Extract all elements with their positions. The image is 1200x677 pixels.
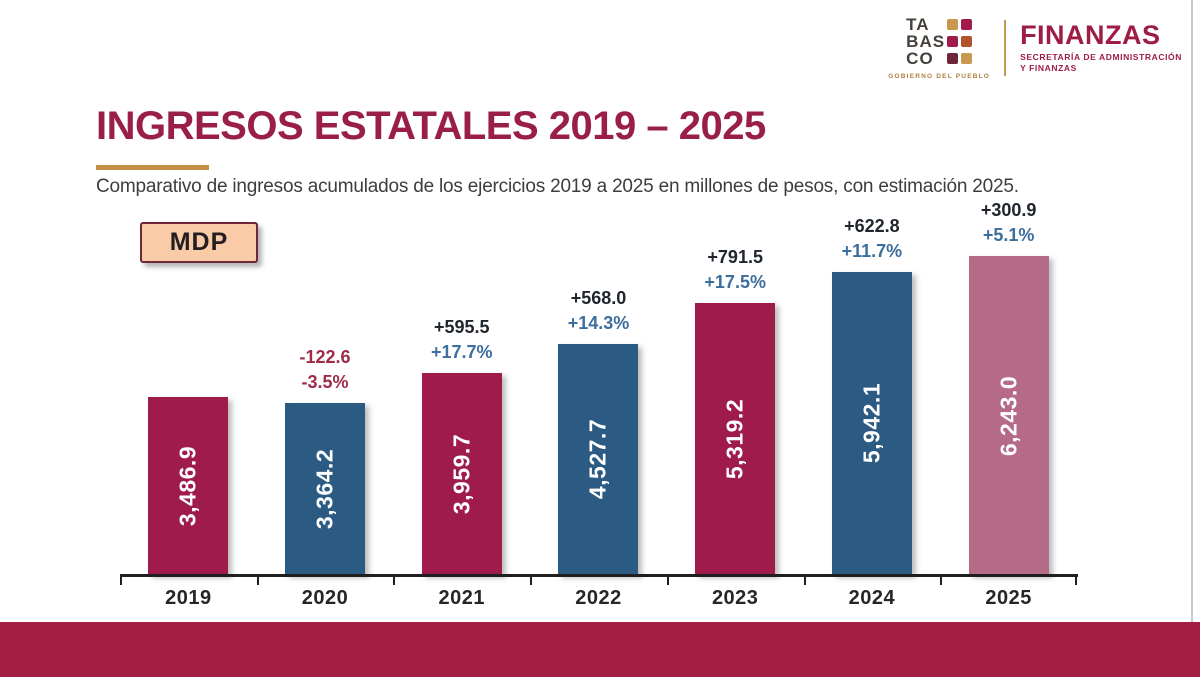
header-brand: TA BAS CO GOBIERNO DEL PUEBLO FIN: [888, 16, 1182, 80]
bar-group-2024: 5,942.1 +622.8 +11.7%: [804, 210, 941, 575]
x-axis-tick: [393, 574, 396, 585]
bar-2021: 3,959.7: [421, 372, 502, 575]
bar-group-2023: 5,319.2 +791.5 +17.5%: [667, 210, 804, 575]
brand-divider: [1004, 20, 1007, 76]
bar-value-label-2019: 3,486.9: [174, 445, 201, 527]
finanzas-wordmark: FINANZAS: [1020, 20, 1161, 50]
x-axis-label-2024: 2024: [848, 587, 896, 609]
x-axis-tick: [666, 574, 669, 585]
x-axis-line: [120, 574, 1078, 577]
page-subtitle: Comparativo de ingresos acumulados de lo…: [96, 176, 1019, 197]
finanzas-brand: FINANZAS SECRETARÍA DE ADMINISTRACIÓN Y …: [1020, 22, 1182, 74]
bar-callout-2025: +300.9 +5.1%: [940, 198, 1077, 248]
pct-label-2021: +17.7%: [430, 341, 493, 362]
bar-group-2019: 3,486.9: [120, 210, 257, 575]
tabasco-mosaic-icon: [961, 53, 973, 64]
pct-label-2024: +11.7%: [841, 240, 903, 261]
tabasco-logo: TA BAS CO GOBIERNO DEL PUEBLO: [888, 16, 990, 80]
pct-label-2023: +17.5%: [704, 272, 766, 293]
tabasco-mosaic-icon: [947, 19, 959, 30]
bar-group-2020: 3,364.2 -122.6 -3.5%: [257, 210, 394, 575]
x-axis-label-2025: 2025: [985, 587, 1032, 609]
tabasco-logo-text-line3: CO: [906, 49, 934, 68]
x-axis-tick: [940, 574, 943, 585]
pct-label-2025: +5.1%: [982, 225, 1035, 246]
bar-2020: 3,364.2: [285, 403, 366, 575]
finanzas-subtitle: SECRETARÍA DE ADMINISTRACIÓN Y FINANZAS: [1020, 52, 1182, 74]
tabasco-mosaic-icon: [961, 36, 973, 47]
x-axis-label-2020: 2020: [301, 587, 349, 609]
delta-label-2020: -122.6: [299, 347, 351, 368]
bar-callout-2022: +568.0 +14.3%: [530, 286, 667, 336]
bar-callout-2024: +622.8 +11.7%: [804, 214, 941, 264]
bar-value-label-2025: 6,243.0: [995, 375, 1022, 456]
bar-value-label-2021: 3,959.7: [448, 433, 475, 515]
x-axis-tick: [1075, 574, 1077, 585]
footer-band: [0, 622, 1200, 677]
x-axis-tick: [530, 574, 533, 585]
bar-2023: 5,319.2: [695, 303, 776, 575]
bar-2025: 6,243.0: [968, 256, 1049, 575]
bar-group-2025: 6,243.0 +300.9 +5.1%: [940, 200, 1077, 575]
right-edge-divider: [1191, 0, 1193, 622]
bar-group-2021: 3,959.7 +595.5 +17.7%: [393, 210, 530, 575]
tabasco-logo-text-line1: TA: [906, 15, 930, 34]
x-axis-label-2023: 2023: [711, 587, 759, 609]
units-badge: MDP: [140, 222, 258, 263]
x-axis-label-2021: 2021: [438, 587, 486, 609]
title-underline: [96, 165, 209, 170]
x-axis-label-2019: 2019: [165, 587, 212, 609]
x-axis-tick: [256, 574, 259, 585]
delta-label-2022: +568.0: [570, 287, 627, 308]
bar-2019: 3,486.9: [148, 397, 229, 575]
x-axis-tick: [803, 574, 806, 585]
delta-label-2021: +595.5: [433, 316, 490, 337]
delta-label-2025: +300.9: [980, 200, 1037, 221]
tabasco-mosaic-icon: [961, 19, 973, 30]
bar-value-label-2023: 5,319.2: [721, 399, 748, 480]
bar-callout-2020: -122.6 -3.5%: [257, 345, 394, 395]
tabasco-mosaic-icon: [947, 53, 959, 64]
finanzas-subtitle-line2: Y FINANZAS: [1020, 63, 1077, 73]
x-axis-tick: [120, 574, 122, 585]
bar-chart: 3,486.9 3,364.2 -122.6 -3.5% 3,959.7 +595.5 +1…: [120, 200, 1077, 575]
bar-value-label-2020: 3,364.2: [311, 449, 338, 530]
pct-label-2022: +14.3%: [567, 312, 630, 333]
delta-label-2023: +791.5: [707, 247, 763, 268]
delta-label-2024: +622.8: [844, 215, 900, 236]
bar-group-2022: 4,527.7 +568.0 +14.3%: [530, 210, 667, 575]
x-axis-label-2022: 2022: [575, 587, 622, 609]
tabasco-tagline: GOBIERNO DEL PUEBLO: [888, 73, 991, 80]
tabasco-logo-text-line2: BAS: [906, 32, 946, 51]
page-title: INGRESOS ESTATALES 2019 – 2025: [96, 104, 766, 148]
bar-2024: 5,942.1: [831, 271, 912, 575]
bar-callout-2023: +791.5 +17.5%: [667, 245, 804, 295]
bar-2022: 4,527.7: [558, 343, 639, 575]
tabasco-mosaic-icon: [947, 36, 959, 47]
pct-label-2020: -3.5%: [301, 372, 349, 393]
finanzas-subtitle-line1: SECRETARÍA DE ADMINISTRACIÓN: [1020, 52, 1182, 62]
bar-value-label-2024: 5,942.1: [858, 383, 885, 464]
bar-value-label-2022: 4,527.7: [584, 419, 611, 500]
bar-callout-2021: +595.5 +17.7%: [393, 315, 530, 365]
